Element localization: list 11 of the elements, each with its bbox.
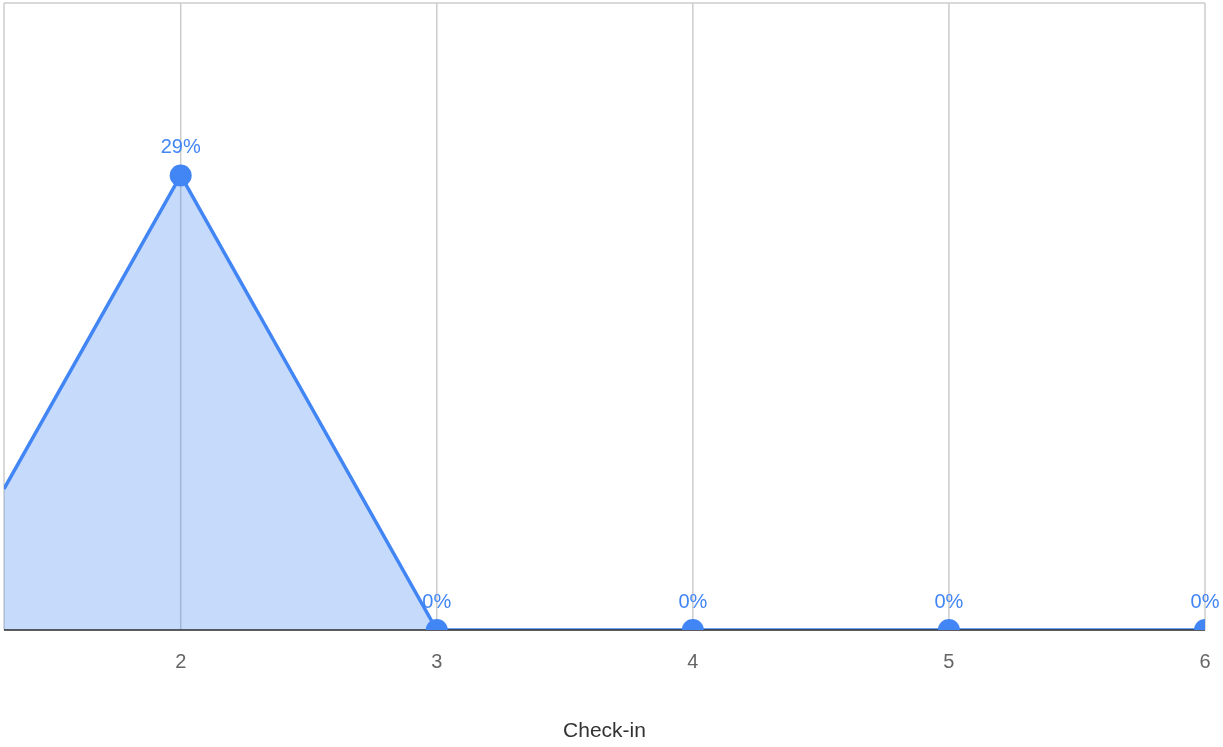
x-tick-label: 3 <box>431 650 443 673</box>
x-tick-label: 5 <box>943 650 955 673</box>
x-axis-title: Check-in <box>563 718 646 741</box>
x-tick-label: 6 <box>1199 650 1211 673</box>
data-label: 0% <box>1190 590 1220 612</box>
data-label: 29% <box>160 135 201 158</box>
x-tick-label: 4 <box>687 650 699 673</box>
data-label: 0% <box>678 590 708 612</box>
data-label: 0% <box>422 590 452 612</box>
data-label: 0% <box>934 590 964 612</box>
x-tick-label: 2 <box>175 650 187 673</box>
